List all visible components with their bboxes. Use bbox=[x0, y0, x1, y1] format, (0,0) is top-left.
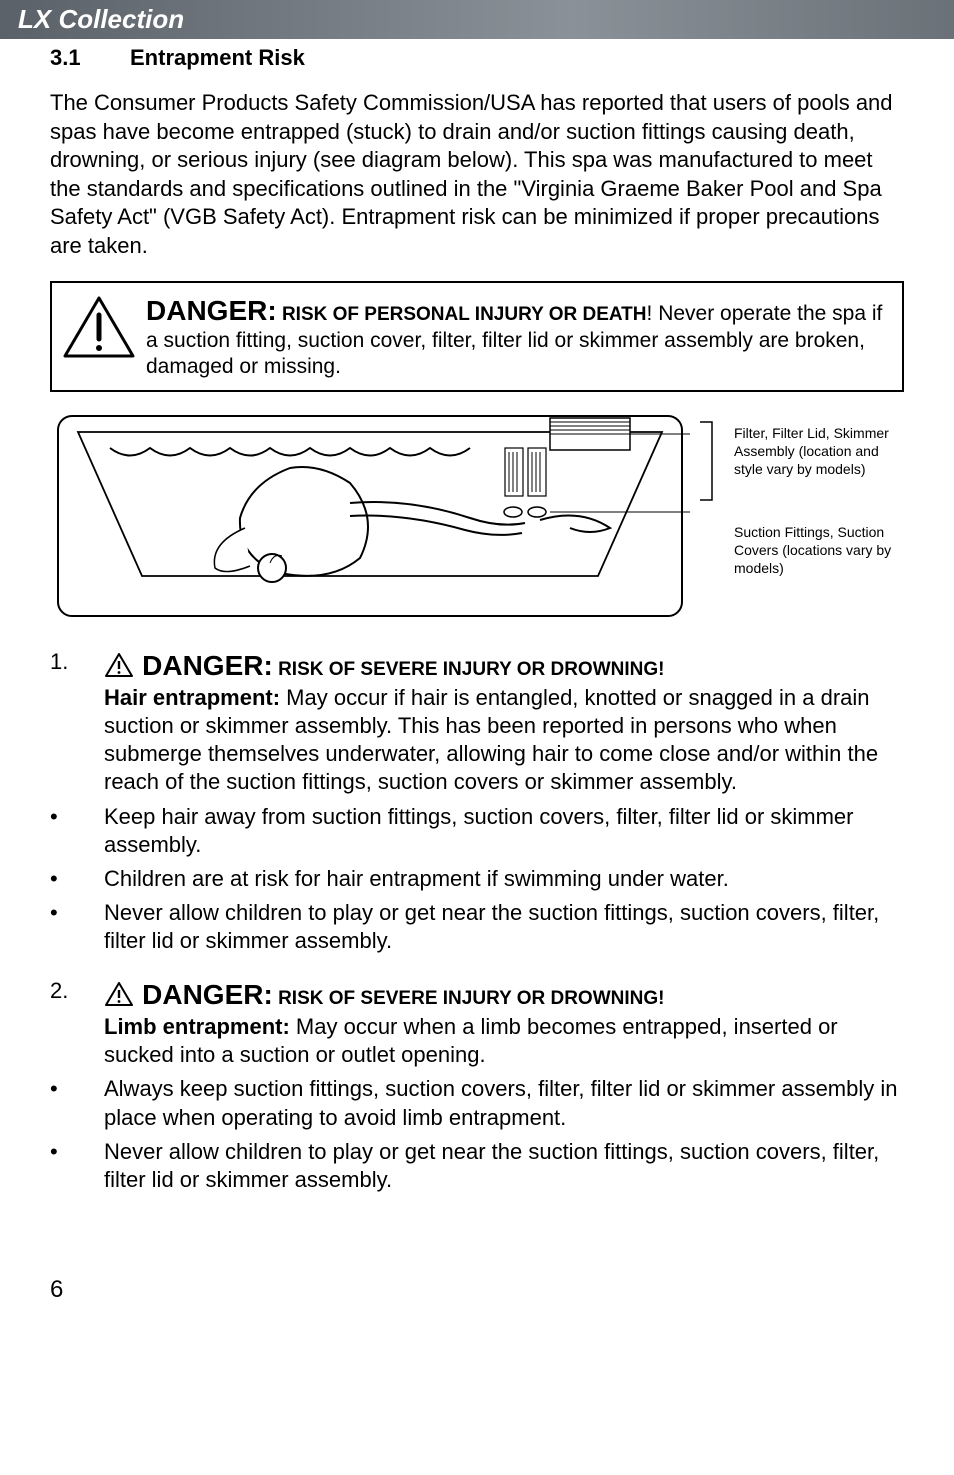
bullet-text: Always keep suction fittings, suction co… bbox=[104, 1075, 904, 1131]
warning-triangle-icon bbox=[104, 652, 134, 678]
bullet-marker: • bbox=[50, 1075, 104, 1131]
section-heading: 3.1Entrapment Risk bbox=[50, 45, 904, 71]
bullet-text: Never allow children to play or get near… bbox=[104, 899, 904, 955]
bullet-text: Children are at risk for hair entrapment… bbox=[104, 865, 904, 893]
danger-subhead: RISK OF SEVERE INJURY OR DROWNING! bbox=[273, 988, 665, 1009]
page-content: 3.1Entrapment Risk The Consumer Products… bbox=[0, 39, 954, 1246]
bullet-marker: • bbox=[50, 803, 104, 859]
section-number: 3.1 bbox=[50, 45, 130, 71]
bullet-item: • Keep hair away from suction fittings, … bbox=[50, 803, 904, 859]
spa-diagram bbox=[50, 408, 690, 623]
bullet-marker: • bbox=[50, 899, 104, 955]
warning-triangle-icon bbox=[104, 981, 134, 1007]
header-bar: LX Collection bbox=[0, 0, 954, 39]
bullet-text: Never allow children to play or get near… bbox=[104, 1138, 904, 1194]
list-number-1: 1. bbox=[50, 648, 104, 796]
entrapment-diagram-row: Filter, Filter Lid, Skimmer Assembly (lo… bbox=[50, 408, 904, 628]
danger-word: DANGER: bbox=[142, 979, 273, 1010]
warning-triangle-icon bbox=[62, 295, 136, 359]
diagram-label-filter: Filter, Filter Lid, Skimmer Assembly (lo… bbox=[734, 424, 904, 479]
diagram-label-suction: Suction Fittings, Suction Covers (locati… bbox=[734, 523, 904, 578]
bullet-marker: • bbox=[50, 865, 104, 893]
list-number-2: 2. bbox=[50, 977, 104, 1069]
danger-block-2: 2. DANGER: RISK OF SEVERE INJURY OR DROW… bbox=[50, 977, 904, 1194]
diagram-labels: Filter, Filter Lid, Skimmer Assembly (lo… bbox=[734, 408, 904, 628]
header-title: LX Collection bbox=[18, 4, 184, 34]
danger-item-2-head: 2. DANGER: RISK OF SEVERE INJURY OR DROW… bbox=[50, 977, 904, 1069]
bullet-marker: • bbox=[50, 1138, 104, 1194]
hair-entrapment-label: Hair entrapment: bbox=[104, 685, 280, 710]
diagram-bracket bbox=[698, 408, 726, 628]
section-title-text: Entrapment Risk bbox=[130, 45, 305, 70]
limb-entrapment-label: Limb entrapment: bbox=[104, 1014, 290, 1039]
danger-box-text: DANGER: RISK OF PERSONAL INJURY OR DEATH… bbox=[146, 293, 888, 381]
bullet-text: Keep hair away from suction fittings, su… bbox=[104, 803, 904, 859]
danger-item-1-head: 1. DANGER: RISK OF SEVERE INJURY OR DROW… bbox=[50, 648, 904, 796]
danger-subhead: RISK OF SEVERE INJURY OR DROWNING! bbox=[273, 659, 665, 680]
danger-punct: ! bbox=[647, 302, 653, 325]
danger-subhead: RISK OF PERSONAL INJURY OR DEATH bbox=[277, 304, 647, 325]
bullet-item: • Children are at risk for hair entrapme… bbox=[50, 865, 904, 893]
page-number: 6 bbox=[0, 1276, 954, 1304]
danger-word: DANGER: bbox=[146, 295, 277, 326]
danger-block-1: 1. DANGER: RISK OF SEVERE INJURY OR DROW… bbox=[50, 648, 904, 955]
intro-paragraph: The Consumer Products Safety Commission/… bbox=[50, 89, 904, 261]
bullet-item: • Always keep suction fittings, suction … bbox=[50, 1075, 904, 1131]
danger-word: DANGER: bbox=[142, 650, 273, 681]
bullet-item: • Never allow children to play or get ne… bbox=[50, 899, 904, 955]
bullet-item: • Never allow children to play or get ne… bbox=[50, 1138, 904, 1194]
danger-callout-box: DANGER: RISK OF PERSONAL INJURY OR DEATH… bbox=[50, 281, 904, 393]
